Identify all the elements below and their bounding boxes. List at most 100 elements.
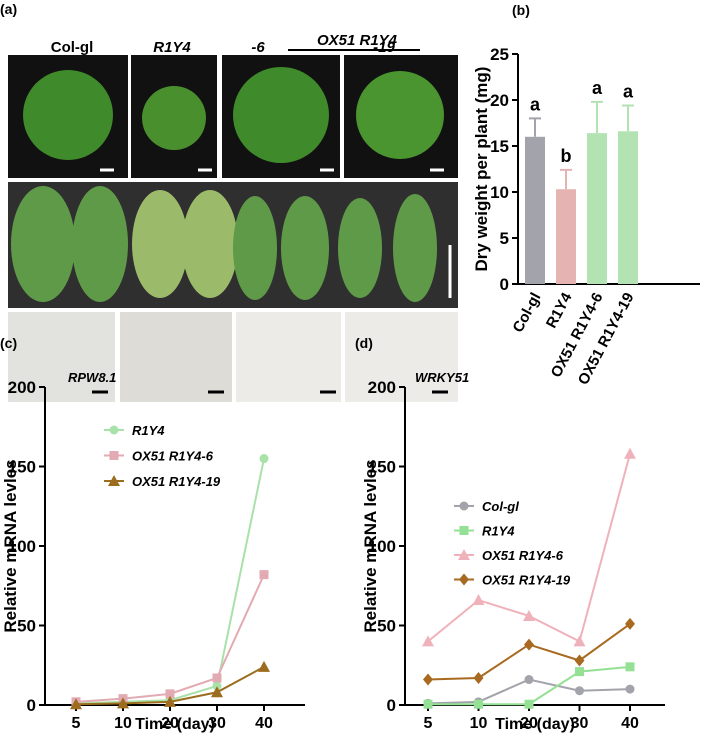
y-tick-label: 15	[490, 137, 509, 156]
panel-label: (c)	[0, 335, 17, 351]
marker	[625, 684, 635, 694]
bar	[587, 133, 607, 284]
marker	[474, 699, 483, 709]
error-bar	[622, 104, 634, 132]
y-tick-label: 0	[500, 275, 509, 294]
x-tick-label: 20	[520, 715, 538, 732]
data-label: a	[592, 78, 603, 98]
error-bar	[560, 168, 572, 190]
bar	[525, 136, 545, 284]
y-tick-label: 200	[8, 378, 36, 397]
marker	[117, 697, 129, 709]
legend-label: OX51 R1Y4-19	[132, 474, 221, 489]
legend-marker	[459, 501, 469, 511]
marker	[473, 671, 484, 684]
line	[428, 665, 631, 706]
y-tick-label: 150	[368, 458, 396, 477]
x-tick-label: 10	[470, 715, 488, 732]
y-tick-label: 20	[490, 91, 509, 110]
marker	[259, 454, 269, 464]
marker	[524, 638, 534, 651]
y-axis-label: Relative mRNA levles	[361, 459, 380, 632]
annotation: RPW8.1	[68, 370, 116, 385]
photo-panel	[8, 55, 458, 402]
y-tick-label: 25	[490, 45, 509, 64]
x-tick-label: 10	[114, 715, 132, 732]
bar	[618, 131, 638, 284]
column-label: Col-gl	[51, 39, 94, 56]
marker	[625, 662, 635, 672]
column-label: -6	[251, 39, 265, 56]
marker	[524, 699, 534, 709]
y-tick-label: 5	[500, 229, 509, 248]
marker	[259, 570, 269, 580]
marker	[625, 617, 635, 630]
group-label: OX51 R1Y4	[317, 32, 398, 49]
y-tick-label: 0	[27, 696, 36, 715]
y-tick-label: 200	[368, 378, 396, 397]
marker	[523, 609, 535, 621]
marker	[524, 675, 534, 685]
y-tick-label: 50	[377, 617, 396, 636]
marker	[212, 681, 222, 691]
legend-marker	[458, 549, 470, 560]
error-bar	[529, 117, 541, 137]
x-tick-label: 5	[72, 715, 81, 732]
legend-marker	[459, 573, 469, 586]
y-tick-label: 100	[8, 537, 36, 556]
column-label: -19	[373, 39, 395, 56]
marker	[574, 654, 585, 667]
x-tick-label: 40	[255, 715, 273, 732]
y-tick-label: 150	[8, 458, 36, 477]
column-label: R1Y4	[153, 39, 191, 56]
bar	[556, 189, 576, 284]
legend-label: Col-gl	[482, 499, 519, 514]
x-tick-label: Col-gl	[510, 290, 545, 336]
legend-marker	[108, 475, 120, 486]
panel-label: (d)	[355, 335, 373, 351]
y-tick-label: 10	[490, 183, 509, 202]
marker	[423, 673, 433, 686]
y-axis-label: Dry weight per plant (mg)	[472, 67, 491, 272]
legend-marker	[109, 451, 119, 460]
marker	[164, 695, 176, 707]
x-axis-label: Time (day)	[135, 716, 215, 733]
legend-label: OX51 R1Y4-6	[132, 449, 214, 464]
marker	[624, 447, 636, 459]
legend-label: R1Y4	[482, 524, 515, 539]
y-tick-label: 0	[387, 696, 396, 715]
x-tick-label: 5	[424, 715, 433, 732]
legend-label: OX51 R1Y4-19	[482, 573, 571, 588]
data-label: a	[623, 82, 634, 102]
legend-marker	[459, 526, 469, 535]
legend-label: OX51 R1Y4-6	[482, 548, 564, 563]
x-axis-label: Time (day)	[495, 716, 575, 733]
x-tick-label: 30	[571, 715, 589, 732]
y-tick-label: 50	[17, 617, 36, 636]
data-label: b	[561, 146, 572, 166]
line	[75, 458, 265, 705]
marker	[165, 689, 175, 699]
annotation: WRKY51	[415, 370, 469, 385]
x-tick-label: 40	[621, 715, 639, 732]
marker	[423, 699, 433, 709]
y-tick-label: 100	[368, 537, 396, 556]
x-tick-label: 20	[161, 715, 179, 732]
y-axis-label: Relative mRNA levles	[1, 459, 20, 632]
data-label: a	[530, 94, 541, 114]
marker	[70, 698, 82, 710]
marker	[258, 660, 270, 672]
x-tick-label: R1Y4	[543, 289, 576, 331]
marker	[472, 594, 485, 606]
x-tick-label: 30	[208, 715, 226, 732]
marker	[575, 667, 584, 677]
error-bar	[591, 100, 603, 134]
panel-label: (a)	[0, 1, 17, 17]
marker	[575, 686, 584, 696]
marker	[211, 686, 223, 698]
marker	[573, 635, 586, 647]
panel-label: (b)	[512, 2, 530, 18]
legend-marker	[109, 425, 119, 435]
marker	[212, 673, 222, 683]
